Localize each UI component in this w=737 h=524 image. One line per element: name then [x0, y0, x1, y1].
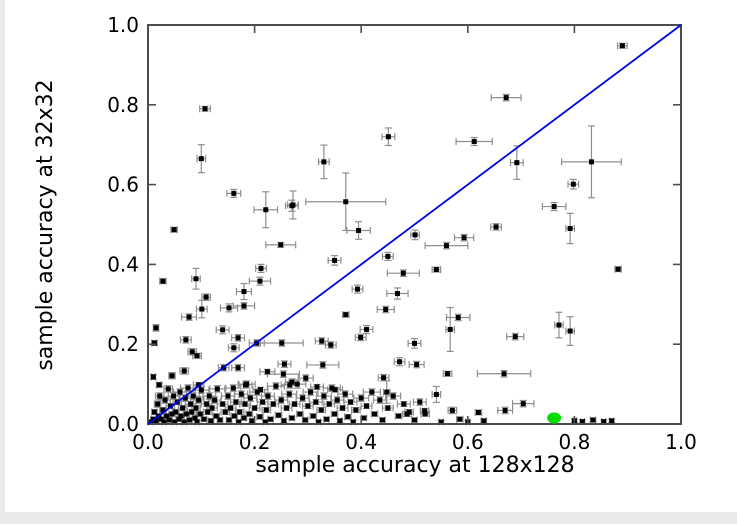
y-tick-label: 0.6 [107, 173, 139, 197]
y-tick-label: 0.0 [107, 412, 139, 436]
diagonal-reference-line [147, 24, 682, 425]
errorbar-layer [147, 42, 628, 426]
x-tick-label: 0.4 [345, 430, 377, 454]
y-tick-label: 1.0 [107, 13, 139, 37]
x-tick-label: 1.0 [665, 430, 697, 454]
y-tick-label: 0.4 [107, 252, 139, 276]
window-margin-bottom [0, 512, 737, 524]
y-axis-label: sample accuracy at 32x32 [33, 79, 58, 370]
x-tick-label: 0.8 [558, 430, 590, 454]
x-axis-label: sample accuracy at 128x128 [255, 453, 574, 478]
window-margin-left [0, 0, 5, 524]
y-tick-label: 0.2 [107, 332, 139, 356]
x-tick-label: 0.2 [239, 430, 271, 454]
x-tick-label: 0.6 [452, 430, 484, 454]
axes-frame [147, 24, 682, 425]
x-tick-label: 0.0 [132, 430, 164, 454]
green-highlight-marker [547, 412, 562, 424]
tick-labels: 0.0 0.2 0.4 0.6 0.8 1.0 0.0 0.2 0.4 0.6 0.8 1.0 [107, 13, 697, 454]
y-tick-label: 0.8 [107, 93, 139, 117]
